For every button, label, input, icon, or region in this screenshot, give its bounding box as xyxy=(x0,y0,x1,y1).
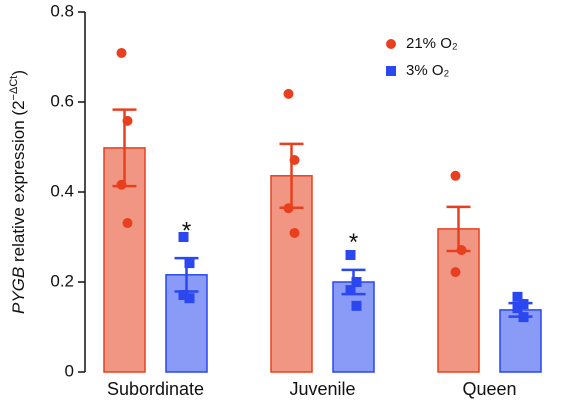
y-tick-label: 0.8 xyxy=(50,1,74,20)
data-point xyxy=(283,203,294,214)
y-label-text: relative expression (2 xyxy=(9,100,28,266)
data-point xyxy=(351,277,362,287)
data-point xyxy=(345,250,356,260)
y-label-close: ) xyxy=(9,70,28,76)
data-point xyxy=(512,291,523,302)
data-point xyxy=(178,232,189,242)
data-point xyxy=(351,300,362,311)
data-point xyxy=(283,88,294,99)
data-point xyxy=(116,47,127,58)
bar xyxy=(332,281,375,373)
data-point xyxy=(289,227,300,238)
data-point xyxy=(122,218,133,229)
data-point xyxy=(450,267,461,278)
data-point xyxy=(184,258,195,269)
y-tick-label: 0 xyxy=(65,361,74,380)
data-point xyxy=(289,155,300,166)
data-point xyxy=(178,290,189,301)
data-point xyxy=(512,303,523,314)
data-point xyxy=(345,285,356,296)
data-point xyxy=(450,170,461,181)
legend-marker xyxy=(386,66,396,76)
data-point xyxy=(122,115,133,126)
y-axis-label: PYGB relative expression (2−ΔCt) xyxy=(8,70,29,314)
significance: * xyxy=(349,229,358,256)
x-tick-label: Juvenile xyxy=(289,379,355,399)
y-tick-label: 0.2 xyxy=(50,271,74,290)
data-point xyxy=(518,299,529,310)
data-point xyxy=(518,312,529,323)
data-point xyxy=(456,245,467,256)
data-point xyxy=(184,293,195,304)
legend-marker xyxy=(386,39,396,49)
legend-label: 21% O₂ xyxy=(406,35,458,52)
data-point xyxy=(116,179,127,190)
x-tick-label: Queen xyxy=(462,379,516,399)
legend-label: 3% O₂ xyxy=(406,62,450,79)
x-tick-label: Subordinate xyxy=(107,379,204,399)
bar xyxy=(270,175,313,373)
significance: * xyxy=(182,217,191,244)
y-label-gene: PYGB xyxy=(9,267,28,314)
y-tick-label: 0.4 xyxy=(50,181,74,200)
y-tick-label: 0.6 xyxy=(50,91,74,110)
y-label-exponent: −ΔCt xyxy=(8,76,20,101)
